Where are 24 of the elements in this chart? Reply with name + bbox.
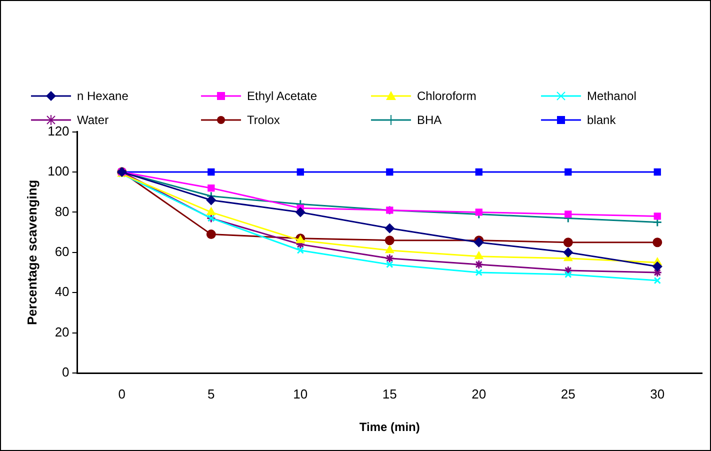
x-tick-label: 5 [208,386,215,402]
legend-label: n Hexane [77,89,128,103]
x-tick-label: 10 [293,386,308,402]
y-tick-label: 40 [54,284,70,300]
x-tick-label: 0 [118,386,126,402]
legend-label: Trolox [247,113,280,127]
y-tick-label: 0 [62,364,70,380]
legend-label: Methanol [587,89,636,103]
y-tick-label: 80 [54,204,70,219]
legend-label: blank [587,113,616,127]
y-axis-title: Percentage scavenging [24,180,40,326]
legend-label: Chloroform [417,89,476,103]
x-tick-label: 30 [650,386,665,402]
y-tick-label: 100 [48,164,70,179]
y-tick-label: 60 [54,244,70,259]
x-tick-label: 20 [472,386,486,402]
legend-label: Water [77,113,109,127]
x-axis-title: Time (min) [359,420,420,434]
y-tick-label: 120 [48,123,70,138]
legend-label: Ethyl Acetate [247,89,318,103]
x-tick-label: 15 [382,386,397,402]
x-tick-label: 25 [560,386,576,402]
y-tick-label: 20 [54,324,70,340]
legend-label: BHA [417,113,442,127]
